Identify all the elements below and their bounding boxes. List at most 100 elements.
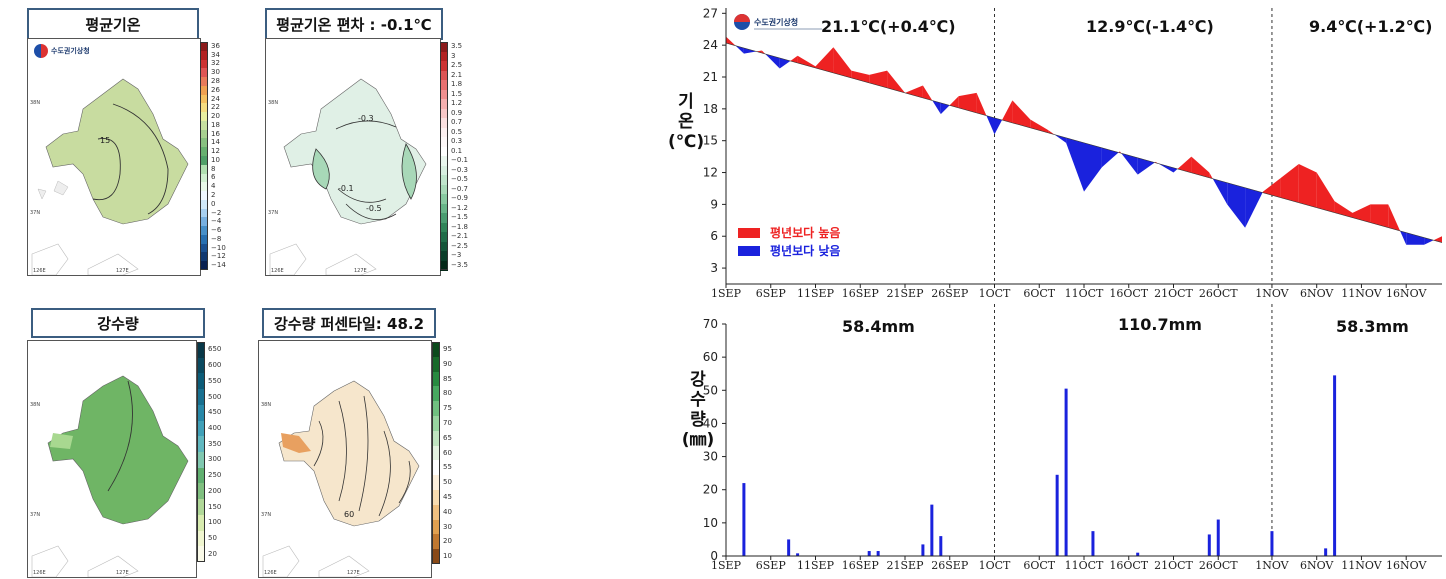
precip-x-tick-label: 16NOV — [1386, 559, 1427, 572]
legend-tick-label: −2.5 — [451, 241, 468, 250]
precip-y-tick-label: 20 — [703, 483, 718, 497]
legend-tick-label: 34 — [211, 50, 220, 59]
legend-tick-label: 350 — [208, 439, 222, 448]
precip-bar — [796, 553, 800, 556]
legend-border — [440, 42, 448, 270]
temp-anomaly-area — [922, 85, 933, 101]
legend-swatch — [432, 519, 440, 535]
temp-anomaly-area — [986, 115, 995, 135]
legend-tick-label: 0.9 — [451, 108, 463, 117]
temp-anomaly-area — [1433, 236, 1442, 243]
precip-y-tick-label: 10 — [703, 516, 718, 530]
temp-anomaly-contour-label-1: -0.3 — [358, 114, 374, 123]
temp-y-tick-label: 18 — [703, 102, 718, 116]
temp-anomaly-contour-label-2: -0.1 — [338, 184, 354, 193]
legend-swatch — [200, 217, 208, 227]
legend-swatch — [200, 156, 208, 166]
precip-x-tick-label: 6NOV — [1300, 559, 1334, 572]
temp-anomaly-area — [1316, 172, 1335, 213]
precip-bar — [876, 551, 880, 556]
precip-x-tick-label: 1OCT — [979, 559, 1011, 572]
precip-percentile-legend: 95 90 85 80 75 70 65 60 55 50 45 40 30 20 10 — [432, 342, 470, 565]
legend-tick-label: 3 — [451, 51, 456, 60]
temp-anomaly-area — [887, 70, 905, 93]
legend-tick-label: 250 — [208, 471, 222, 480]
temp-chart-ylabel: 기 온 (℃) — [668, 92, 704, 152]
legend-swatch — [197, 357, 205, 374]
temp-anomaly-area — [1084, 142, 1102, 192]
temp-lon-126: 126E — [33, 268, 46, 274]
legend-swatch — [197, 373, 205, 390]
temp-map: 15 38N 37N 126E 127E 수도권기상청 — [27, 38, 201, 276]
legend-tick-label: 2 — [211, 190, 216, 199]
legend-swatch — [200, 147, 208, 157]
precip-percentile-map-panel: 강수량 퍼센타일: 48.2 60 38N 37N 126E 127E 95 90… — [258, 308, 473, 578]
precip-y-tick-label: 60 — [703, 350, 718, 364]
legend-swatch — [200, 94, 208, 104]
precip-lon-127: 127E — [116, 570, 129, 576]
legend-swatch — [440, 251, 448, 261]
legend-swatch — [200, 199, 208, 210]
legend-tick-label: −8 — [211, 234, 222, 243]
temp-anomaly-lat-38: 38N — [268, 100, 278, 106]
temp-chart-logo: 수도권기상청 — [734, 14, 822, 30]
temp-anomaly-lat-37: 37N — [268, 210, 278, 216]
legend-tick-label: −4 — [211, 217, 222, 226]
temp-x-tick-label: 16NOV — [1386, 287, 1427, 300]
temp-x-tick-label: 1OCT — [979, 287, 1011, 300]
legend-tick-label: −12 — [211, 252, 226, 261]
precip-ylabel-char-2: 수 — [690, 390, 706, 410]
temp-anomaly-area — [940, 102, 950, 115]
legend-tick-label: 1.2 — [451, 99, 463, 108]
legend-swatch — [432, 460, 440, 476]
legend-tick-label: 4 — [211, 182, 216, 191]
precip-chart-grid — [994, 304, 1273, 556]
temp-anomaly-area — [1002, 100, 1013, 123]
legend-swatch — [432, 356, 440, 373]
temp-anomaly-map: -0.3 -0.1 -0.5 38N 37N 126E 127E — [265, 38, 441, 276]
precip-lon-126: 126E — [33, 570, 46, 576]
temp-anomaly-area — [1400, 230, 1407, 245]
legend-swatch — [440, 61, 448, 71]
legend-above-swatch — [738, 228, 760, 238]
legend-swatch — [197, 514, 205, 532]
precip-map-svg: 38N 37N 126E 127E — [30, 375, 189, 577]
temp-anomaly-area — [1280, 164, 1299, 203]
precip-bar — [867, 551, 871, 556]
temp-x-tick-label: 6SEP — [756, 287, 787, 300]
temp-y-tick-label: 3 — [710, 261, 718, 275]
precip-percentile-lon-126: 126E — [264, 570, 277, 576]
temp-x-tick-label: 11OCT — [1065, 287, 1104, 300]
temp-map-panel: 평균기온 15 38N 37N 126E 127E 수도권기상청 36 34 32 3… — [27, 8, 237, 278]
temp-anomaly-area — [1066, 137, 1084, 192]
legend-tick-label: 14 — [211, 138, 220, 147]
precip-x-tick-label: 1SEP — [711, 559, 742, 572]
temp-anomaly-area — [851, 70, 870, 83]
legend-swatch — [197, 467, 205, 484]
temp-anomaly-area — [1054, 134, 1067, 143]
temp-anomaly-area — [1245, 187, 1263, 228]
temp-contour-label: 15 — [100, 136, 110, 145]
legend-swatch — [440, 89, 448, 100]
temp-anomaly-area — [1177, 156, 1192, 173]
precip-percentile-contour-label: 60 — [344, 510, 354, 519]
legend-tick-label: −0.1 — [451, 156, 468, 165]
legend-swatch — [200, 252, 208, 262]
temp-x-tick-label: 26OCT — [1199, 287, 1238, 300]
legend-tick-label: 80 — [443, 389, 452, 398]
kma-logo-icon — [34, 44, 48, 58]
legend-tick-label: 0.5 — [451, 127, 463, 136]
precip-bar — [921, 544, 925, 556]
temp-anomaly-area — [994, 117, 1003, 135]
temp-period-label-nov: 9.4℃(+1.2℃) — [1309, 17, 1432, 36]
legend-swatch — [200, 164, 208, 175]
legend-tick-label: 6 — [211, 173, 216, 182]
legend-tick-label: 650 — [208, 345, 222, 354]
legend-swatch — [200, 77, 208, 87]
legend-swatch — [432, 534, 440, 550]
legend-tick-label: 100 — [208, 518, 222, 527]
legend-swatch — [197, 483, 205, 500]
legend-swatch — [200, 182, 208, 192]
precip-ylabel-char-3: 량 — [690, 410, 706, 430]
legend-swatch — [440, 137, 448, 147]
